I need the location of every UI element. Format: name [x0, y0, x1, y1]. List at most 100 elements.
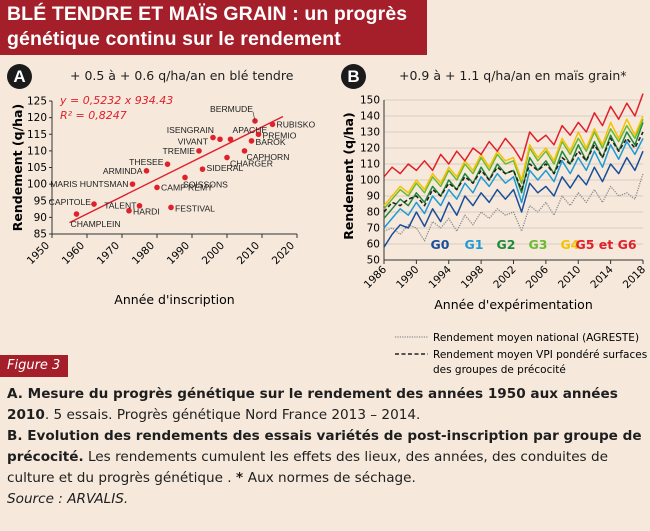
figure-label: Figure 3 — [0, 355, 68, 377]
panel-b-badge: B — [341, 64, 366, 89]
panel-b-subtitle: +0.9 à + 1.1 q/ha/an en maïs grain* — [399, 68, 627, 83]
a-point-label: PREMIO — [263, 130, 297, 140]
b-series-vpi — [383, 131, 644, 213]
b-y-tick-label: 60 — [367, 239, 380, 251]
b-x-tick-label: 2006 — [524, 263, 552, 291]
a-point — [224, 154, 230, 161]
a-point — [73, 211, 80, 217]
caption-b: B. Evolution des rendements des essais v… — [7, 426, 647, 489]
b-y-tick-label: 100 — [360, 175, 380, 187]
header-title-line2: génétique continu sur le rendement — [7, 28, 341, 50]
a-point-label: BAROK — [256, 137, 286, 147]
caption-b-bold: B. Evolution des rendements des essais v… — [7, 428, 642, 465]
a-point — [227, 136, 234, 143]
b-x-tick-label: 1990 — [394, 264, 421, 291]
b-y-tick-label: 140 — [360, 111, 380, 123]
a-point-label: SIDERAL — [207, 163, 244, 173]
b-y-tick-label: 110 — [360, 159, 380, 171]
caption-b-tail: Aux normes de séchage. — [247, 470, 416, 486]
a-x-tick-label: 2010 — [235, 240, 262, 267]
b-x-tick-label: 1986 — [362, 263, 390, 291]
caption-a: A. Mesure du progrès génétique sur le re… — [7, 384, 647, 426]
a-y-tick-label: 85 — [34, 229, 47, 241]
a-point-label: BERMUDE — [210, 104, 253, 114]
a-point-label: CAMP REMY — [161, 182, 213, 192]
a-point — [241, 148, 248, 154]
a-point-label: VIVANT — [178, 137, 209, 147]
a-x-tick-label: 1970 — [95, 240, 122, 267]
a-point — [168, 204, 174, 211]
b-legend-g2: G2 — [497, 237, 516, 252]
a-point-label: CHAMPLEIN — [71, 219, 121, 229]
b-series-national — [383, 173, 644, 242]
b-x-tick-label: 2014 — [588, 263, 616, 291]
a-y-tick-label: 105 — [27, 162, 47, 174]
a-r2: R² = 0,8247 — [60, 109, 127, 122]
a-point-label: ARMINDA — [103, 166, 143, 176]
b-y-axis-label: Rendement (q/ha) — [341, 112, 356, 239]
b-series-g3 — [383, 118, 644, 210]
a-point — [143, 168, 150, 174]
a-equation: y = 0,5232 x 934.43 — [59, 94, 173, 107]
b-x-tick-label: 2018 — [621, 264, 648, 291]
a-point — [154, 184, 160, 191]
caption: A. Mesure du progrès génétique sur le re… — [7, 384, 647, 510]
caption-source: Source : ARVALIS. — [7, 491, 129, 507]
a-leader-line — [252, 111, 256, 122]
a-point — [126, 207, 132, 214]
b-series-g1 — [383, 138, 644, 229]
header-title-line1: BLÉ TENDRE ET MAÏS GRAIN : un progrès — [7, 3, 408, 25]
a-point-label: HARDI — [133, 207, 160, 217]
b-series-g2 — [383, 122, 644, 219]
a-x-tick-label: 2020 — [270, 240, 297, 267]
b-series-g4 — [383, 115, 644, 207]
caption-a-rest: . 5 essais. Progrès génétique Nord Franc… — [44, 407, 421, 423]
a-point — [182, 174, 188, 181]
a-point-label: THESEE — [129, 157, 164, 167]
a-x-tick-label: 1950 — [25, 240, 52, 267]
a-point — [269, 121, 276, 128]
b-y-tick-label: 80 — [367, 207, 380, 219]
a-y-tick-label: 125 — [27, 96, 47, 108]
b-legend-g3: G3 — [529, 237, 548, 252]
panel-a-badge: A — [7, 64, 32, 89]
a-trendline — [69, 115, 284, 224]
b-x-tick-label: 2010 — [556, 264, 583, 291]
a-x-tick-label: 1990 — [165, 240, 192, 267]
a-x-axis-label: Année d'inscription — [114, 292, 234, 307]
b-y-tick-label: 120 — [360, 143, 380, 155]
a-point-label: APACHE — [233, 125, 268, 135]
b-x-axis-label: Année d'expérimentation — [434, 297, 593, 312]
a-point — [217, 136, 223, 143]
b-legend-g5g6: G5 et G6 — [575, 237, 636, 252]
b-x-tick-label: 1994 — [426, 263, 454, 291]
a-point-label: MARIS HUNTSMAN — [50, 179, 128, 189]
a-point-label: CHARGER — [230, 159, 273, 169]
a-point — [91, 201, 97, 207]
panel-a-subtitle: + 0.5 à + 0.6 q/ha/an en blé tendre — [70, 68, 294, 83]
a-point-label: TALENT — [104, 201, 137, 211]
b-x-tick-label: 1998 — [459, 264, 486, 291]
a-point-label: TREMIE — [163, 146, 196, 156]
a-y-tick-label: 95 — [34, 195, 47, 207]
a-y-tick-label: 115 — [27, 129, 47, 141]
b-legend-g4: G4 — [561, 237, 580, 252]
b-y-tick-label: 90 — [367, 191, 380, 203]
a-y-tick-label: 120 — [27, 112, 47, 124]
a-x-tick-label: 1960 — [60, 240, 87, 267]
caption-b-star: * — [235, 470, 248, 486]
a-y-axis-label: Rendement (q/ha) — [10, 104, 25, 231]
a-y-tick-label: 100 — [27, 179, 47, 191]
header-banner: BLÉ TENDRE ET MAÏS GRAIN : un progrès gé… — [0, 0, 427, 55]
b-series-g5g6 — [383, 93, 644, 178]
a-point-label: CAPITOLE — [49, 197, 92, 207]
a-x-tick-label: 1980 — [130, 240, 157, 267]
a-point — [196, 148, 202, 154]
a-point — [164, 161, 171, 167]
b-x-tick-label: 2002 — [491, 264, 518, 291]
a-y-tick-label: 90 — [34, 212, 47, 224]
caption-b-rest: Les rendements cumulent les effets des l… — [7, 449, 608, 486]
b-legend-g0: G0 — [431, 237, 450, 252]
a-y-tick-label: 110 — [27, 145, 47, 157]
